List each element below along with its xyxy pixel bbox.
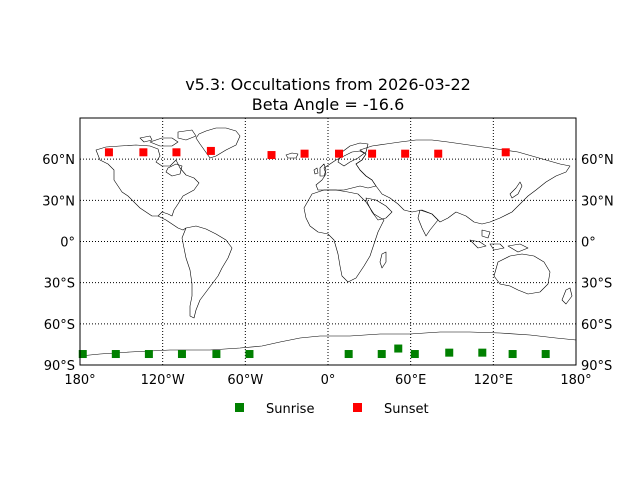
x-tick-label: 120°W <box>141 373 185 388</box>
y-tick-label-left: 30°S <box>44 277 75 292</box>
chart-subtitle: Beta Angle = -16.6 <box>252 95 405 114</box>
sunrise-marker <box>478 348 487 357</box>
legend-label-sunset: Sunset <box>384 402 429 417</box>
legend-swatch-sunrise <box>235 403 244 412</box>
x-tick-label: 60°W <box>227 373 263 388</box>
sunrise-marker <box>394 344 403 353</box>
south-america-outline <box>181 225 233 319</box>
x-tick-label: 60°E <box>395 373 426 388</box>
central-america-outline <box>157 215 187 231</box>
sunset-marker <box>335 149 344 158</box>
arctic-islands-outline <box>139 129 197 147</box>
plot-frame <box>79 117 577 366</box>
y-tick-label-right: 90°S <box>581 359 612 374</box>
india-outline <box>417 209 439 237</box>
y-tick-label-right: 60°S <box>581 318 612 333</box>
y-tick-label-left: 0° <box>60 236 75 251</box>
y-tick-label-right: 60°N <box>581 153 614 168</box>
sunrise-marker <box>78 350 87 359</box>
sunrise-marker <box>245 350 254 359</box>
japan-outline <box>509 181 523 199</box>
graticule-grid <box>80 118 576 365</box>
axis-tick-labels: 180° 120°W 60°W 0° 60°E 120°E 180° 60°N 60°N 30°N… <box>42 153 614 388</box>
north-america-outline <box>95 144 200 217</box>
sunrise-marker <box>445 348 454 357</box>
x-tick-label: 120°E <box>474 373 514 388</box>
asia-outline <box>355 139 571 225</box>
x-tick-label: 0° <box>321 373 336 388</box>
x-tick-label: 180° <box>560 373 591 388</box>
sunrise-marker <box>144 350 153 359</box>
scandinavia-outline <box>337 142 369 167</box>
sunrise-marker <box>177 350 186 359</box>
occultation-markers <box>78 146 550 359</box>
legend: Sunrise Sunset <box>235 402 429 417</box>
y-tick-label-left: 60°S <box>44 318 75 333</box>
sunrise-marker <box>410 350 419 359</box>
sunset-marker <box>139 148 148 157</box>
africa-outline <box>303 189 385 283</box>
madagascar-outline <box>379 251 387 269</box>
sunset-marker <box>401 149 410 158</box>
greenland-outline <box>195 127 241 159</box>
legend-swatch-sunset <box>353 403 362 412</box>
sunrise-marker <box>111 350 120 359</box>
sunset-marker <box>104 148 113 157</box>
sunrise-marker <box>541 350 550 359</box>
sunrise-marker <box>508 350 517 359</box>
new-zealand-outline <box>561 287 573 305</box>
y-tick-label-left: 60°N <box>42 153 75 168</box>
antarctica-outline <box>79 331 577 357</box>
sunrise-marker <box>377 350 386 359</box>
sunset-marker <box>368 149 377 158</box>
y-tick-label-right: 0° <box>581 236 596 251</box>
sunset-marker <box>300 149 309 158</box>
hudson-bay-outline <box>165 163 183 177</box>
southeast-asia-islands-outline <box>469 229 529 253</box>
y-tick-label-left: 90°S <box>44 359 75 374</box>
sunset-marker <box>434 149 443 158</box>
sunrise-marker <box>344 350 353 359</box>
legend-label-sunrise: Sunrise <box>266 402 314 417</box>
sunrise-marker <box>212 350 221 359</box>
chart-title: v5.3: Occultations from 2026-03-22 <box>185 75 471 94</box>
x-tick-label: 180° <box>64 373 95 388</box>
y-tick-label-left: 30°N <box>42 194 75 209</box>
sunset-marker <box>501 148 510 157</box>
sunset-marker <box>267 151 276 160</box>
y-tick-label-right: 30°S <box>581 277 612 292</box>
australia-outline <box>493 253 551 295</box>
y-tick-label-right: 30°N <box>581 194 614 209</box>
british-isles-outline <box>313 163 327 177</box>
arabia-outline <box>365 197 393 221</box>
sunset-marker <box>172 148 181 157</box>
iceland-outline <box>285 152 299 159</box>
coastlines <box>79 127 577 357</box>
map-plot-area <box>78 117 577 366</box>
sunset-marker <box>206 146 215 155</box>
